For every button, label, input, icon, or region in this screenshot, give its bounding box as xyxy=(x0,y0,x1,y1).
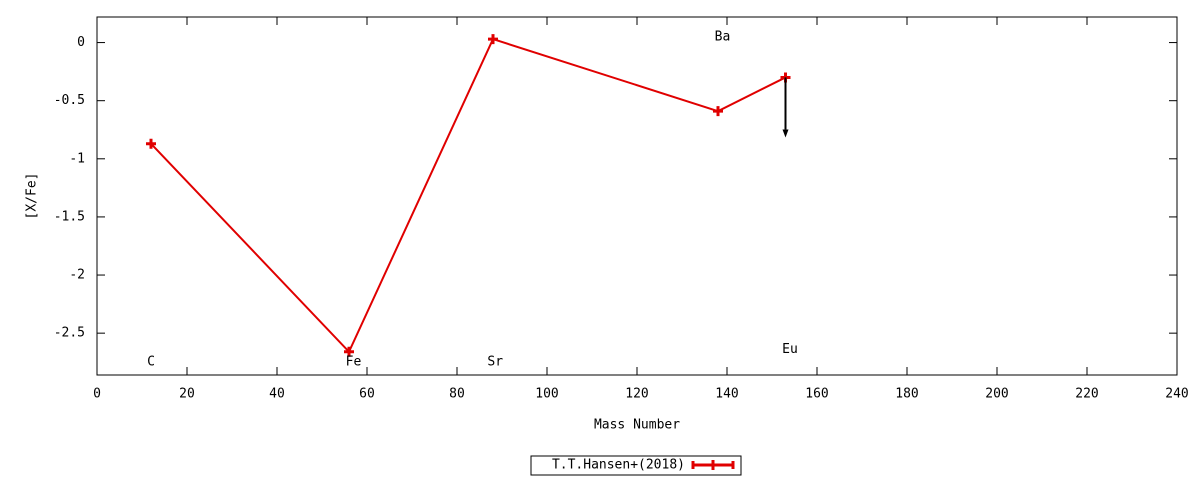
y-tick-label: -2.5 xyxy=(54,326,85,341)
x-tick-label: 120 xyxy=(625,387,648,402)
legend-marker xyxy=(708,460,718,470)
data-point xyxy=(713,106,723,117)
x-tick-label: 220 xyxy=(1075,387,1098,402)
x-tick-label: 240 xyxy=(1165,387,1188,402)
x-tick-label: 180 xyxy=(895,387,918,402)
x-tick-label: 140 xyxy=(715,387,738,402)
annotation: Eu xyxy=(782,342,798,357)
plot-frame xyxy=(96,16,1178,376)
x-tick-label: 0 xyxy=(93,387,101,402)
annotation: Fe xyxy=(346,355,362,370)
annotation: Sr xyxy=(487,355,503,370)
annotation: Ba xyxy=(715,29,731,44)
legend-label: T.T.Hansen+(2018) xyxy=(552,458,685,473)
x-tick-label: 60 xyxy=(359,387,375,402)
x-tick-label: 200 xyxy=(985,387,1008,402)
x-tick-label: 40 xyxy=(269,387,285,402)
data-point xyxy=(344,346,354,357)
upper-limit-arrowhead xyxy=(782,129,789,138)
y-tick-label: 0 xyxy=(77,35,85,50)
x-tick-label: 160 xyxy=(805,387,828,402)
data-line xyxy=(150,37,786,354)
x-axis-label: Mass Number xyxy=(594,418,680,433)
x-tick-label: 20 xyxy=(179,387,195,402)
annotation: C xyxy=(147,355,155,370)
data-point xyxy=(146,138,156,149)
y-tick-label: -0.5 xyxy=(54,93,85,108)
x-tick-label: 80 xyxy=(449,387,465,402)
y-tick-label: -1 xyxy=(69,151,85,166)
y-tick-label: -2 xyxy=(69,268,85,283)
legend-box xyxy=(530,455,742,476)
y-axis-label: [X/Fe] xyxy=(25,173,40,220)
x-tick-label: 100 xyxy=(535,387,558,402)
y-tick-label: -1.5 xyxy=(54,209,85,224)
data-point xyxy=(488,34,498,45)
